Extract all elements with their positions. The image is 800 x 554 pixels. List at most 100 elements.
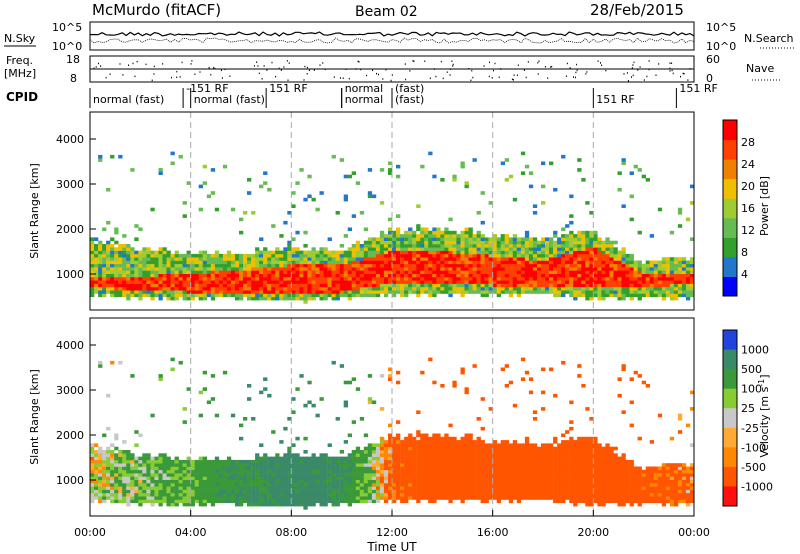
- power-cell: [573, 290, 578, 294]
- power-cell: [492, 273, 497, 278]
- power-cell: [508, 293, 514, 298]
- power-cell: [537, 283, 542, 288]
- velocity-cell: [182, 483, 187, 487]
- power-cell: [202, 280, 207, 284]
- power-cell: [319, 260, 324, 265]
- velocity-cell: [476, 473, 481, 477]
- velocity-cell: [412, 469, 417, 474]
- velocity-cell: [259, 502, 264, 507]
- velocity-cell: [452, 453, 457, 457]
- velocity-cell: [476, 456, 481, 461]
- power-cell: [677, 224, 683, 228]
- power-cell: [311, 277, 316, 281]
- power-cell: [460, 286, 465, 291]
- velocity-cell: [335, 473, 340, 477]
- power-cell: [412, 230, 417, 235]
- power-cell: [275, 250, 280, 255]
- velocity-cell: [319, 466, 324, 471]
- velocity-cell: [311, 499, 316, 504]
- velocity-cell: [432, 453, 437, 457]
- velocity-cell: [363, 492, 369, 497]
- velocity-cell: [218, 463, 224, 467]
- velocity-cell: [198, 413, 203, 418]
- power-cell: [363, 286, 369, 291]
- velocity-cell: [255, 469, 260, 474]
- power-cell: [476, 273, 481, 278]
- power-cell: [613, 293, 618, 298]
- power-cell: [448, 240, 453, 245]
- velocity-cell: [392, 440, 397, 444]
- velocity-cell: [259, 489, 264, 494]
- power-cell: [553, 234, 558, 238]
- velocity-cell: [512, 489, 518, 494]
- nave-point: [435, 75, 437, 78]
- power-cell: [303, 260, 308, 265]
- power-cell: [645, 270, 650, 274]
- power-cell: [247, 257, 252, 261]
- velocity-cell: [106, 459, 111, 464]
- power-cell: [383, 240, 389, 245]
- power-cell: [299, 168, 304, 172]
- velocity-cell: [347, 502, 352, 507]
- velocity-cell: [295, 387, 300, 391]
- power-cell: [371, 283, 377, 288]
- power-cell: [476, 267, 481, 271]
- velocity-cell: [190, 476, 195, 480]
- power-cell: [150, 250, 155, 255]
- power-cell: [605, 240, 610, 245]
- power-cell: [114, 250, 119, 255]
- power-cell: [122, 250, 127, 255]
- velocity-cell: [476, 466, 481, 471]
- power-cell: [259, 270, 264, 274]
- power-cell: [247, 293, 252, 298]
- power-cell: [605, 257, 610, 261]
- velocity-cell: [251, 496, 256, 500]
- velocity-cell: [263, 489, 268, 494]
- power-cell: [545, 250, 550, 255]
- power-cell: [367, 237, 373, 241]
- power-cell: [653, 277, 658, 281]
- freq-label-line2: [MHz]: [4, 67, 36, 80]
- velocity-cell: [230, 492, 236, 497]
- nave-point: [646, 75, 648, 78]
- power-cell: [222, 273, 228, 278]
- velocity-cell: [396, 476, 401, 480]
- velocity-cell: [218, 483, 224, 487]
- velocity-cell: [400, 496, 405, 500]
- power-cell: [327, 277, 332, 281]
- power-cell: [673, 280, 679, 284]
- power-cell: [255, 253, 260, 258]
- velocity-cell: [243, 473, 248, 477]
- power-cell: [379, 168, 385, 172]
- velocity-cell: [561, 463, 566, 467]
- velocity-cell: [339, 469, 344, 474]
- velocity-cell: [460, 492, 465, 497]
- power-cell: [118, 253, 123, 258]
- velocity-cell: [94, 450, 99, 454]
- power-cell: [363, 290, 369, 294]
- velocity-cell: [577, 453, 582, 457]
- velocity-cell: [351, 499, 356, 504]
- velocity-cell: [210, 397, 216, 401]
- power-cell: [251, 296, 256, 301]
- power-cell: [613, 253, 618, 258]
- power-cell: [363, 280, 369, 284]
- velocity-cell: [287, 496, 292, 500]
- velocity-cell: [388, 453, 393, 457]
- power-cell: [315, 267, 320, 271]
- velocity-cell: [271, 492, 276, 497]
- power-cell: [114, 286, 119, 291]
- power-cell: [230, 263, 236, 268]
- velocity-cell: [565, 469, 570, 474]
- velocity-cell: [90, 443, 95, 447]
- power-cell: [110, 277, 115, 281]
- power-cell: [311, 197, 316, 202]
- velocity-cell: [512, 466, 518, 471]
- velocity-cell: [400, 463, 405, 467]
- velocity-cell: [339, 459, 344, 464]
- velocity-cell: [347, 492, 352, 497]
- power-cell: [162, 280, 167, 284]
- velocity-cell: [428, 450, 433, 454]
- power-cell: [565, 273, 570, 278]
- power-cell: [283, 290, 288, 294]
